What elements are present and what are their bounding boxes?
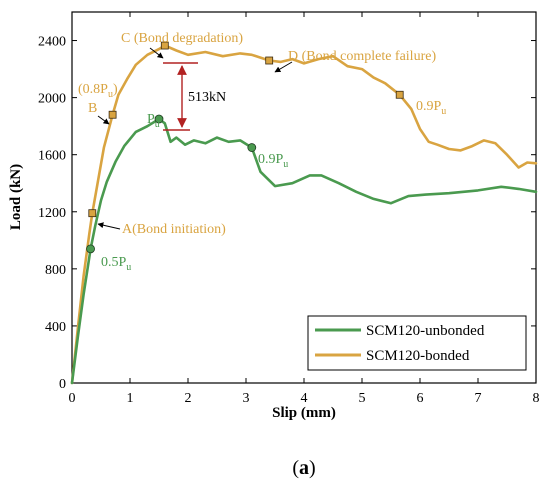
y-tick-label: 2000 (38, 92, 66, 107)
annotation-b-leader (97, 115, 110, 125)
legend-box (307, 315, 527, 371)
x-tick-label: 6 (417, 391, 424, 406)
annotation-unbonded-09pu: 0.9Pu (258, 152, 288, 170)
annotation-b: B (88, 101, 97, 116)
y-tick-label: 1200 (38, 206, 66, 221)
annotation-c-bond-degradation: C (Bond degradation) (121, 31, 243, 46)
y-tick-label: 400 (45, 320, 66, 335)
marker-layer (86, 41, 404, 254)
annotation-group: C (Bond degradation) D (Bond complete fa… (78, 31, 446, 273)
legend-label-unbonded: SCM120-unbonded (366, 323, 485, 339)
y-tick-label: 800 (45, 263, 66, 278)
panel-label: (a) (292, 457, 315, 479)
annotation-d-bond-complete-failure: D (Bond complete failure) (288, 49, 436, 64)
annotation-a-leader (97, 222, 121, 230)
data-point-marker (108, 110, 117, 119)
y-tick-label: 2400 (38, 35, 66, 50)
y-tick-label: 0 (59, 377, 66, 392)
data-point-marker (88, 209, 97, 218)
x-tick-label: 4 (301, 391, 308, 406)
x-axis-title: Slip (mm) (272, 405, 336, 421)
data-point-marker (265, 56, 274, 65)
data-point-marker (160, 41, 169, 50)
axis-ticks: 0 1 2 3 4 5 6 7 8 0 400 800 1200 1600 2000 2400 (38, 12, 540, 406)
legend: SCM120-unbonded SCM120-bonded (307, 315, 527, 371)
x-tick-label: 3 (243, 391, 250, 406)
y-axis-title: Load (kN) (8, 164, 24, 230)
annotation-difference-513kn: 513kN (188, 90, 226, 105)
annotation-c-leader (149, 47, 164, 59)
x-tick-label: 7 (475, 391, 482, 406)
series-line-scm120-unbonded (70, 117, 538, 385)
data-point-marker (247, 143, 257, 152)
x-tick-label: 1 (127, 391, 134, 406)
data-point-marker (154, 114, 164, 124)
x-tick-label: 0 (69, 391, 76, 406)
x-tick-label: 5 (359, 391, 366, 406)
annotation-b-ratio: (0.8Pu) (78, 82, 118, 100)
data-point-marker (395, 90, 404, 99)
legend-label-bonded: SCM120-bonded (366, 348, 470, 364)
annotation-unbonded-pu: Pu (147, 112, 160, 130)
data-point-marker (86, 244, 95, 254)
annotation-unbonded-05pu: 0.5Pu (101, 255, 131, 273)
annotation-d-leader (274, 61, 293, 73)
annotation-a-bond-initiation: A(Bond initiation) (122, 222, 226, 237)
annotation-bonded-09pu: 0.9Pu (416, 99, 446, 117)
x-tick-label: 2 (185, 391, 192, 406)
y-tick-label: 1600 (38, 149, 66, 164)
x-tick-label: 8 (533, 391, 540, 406)
